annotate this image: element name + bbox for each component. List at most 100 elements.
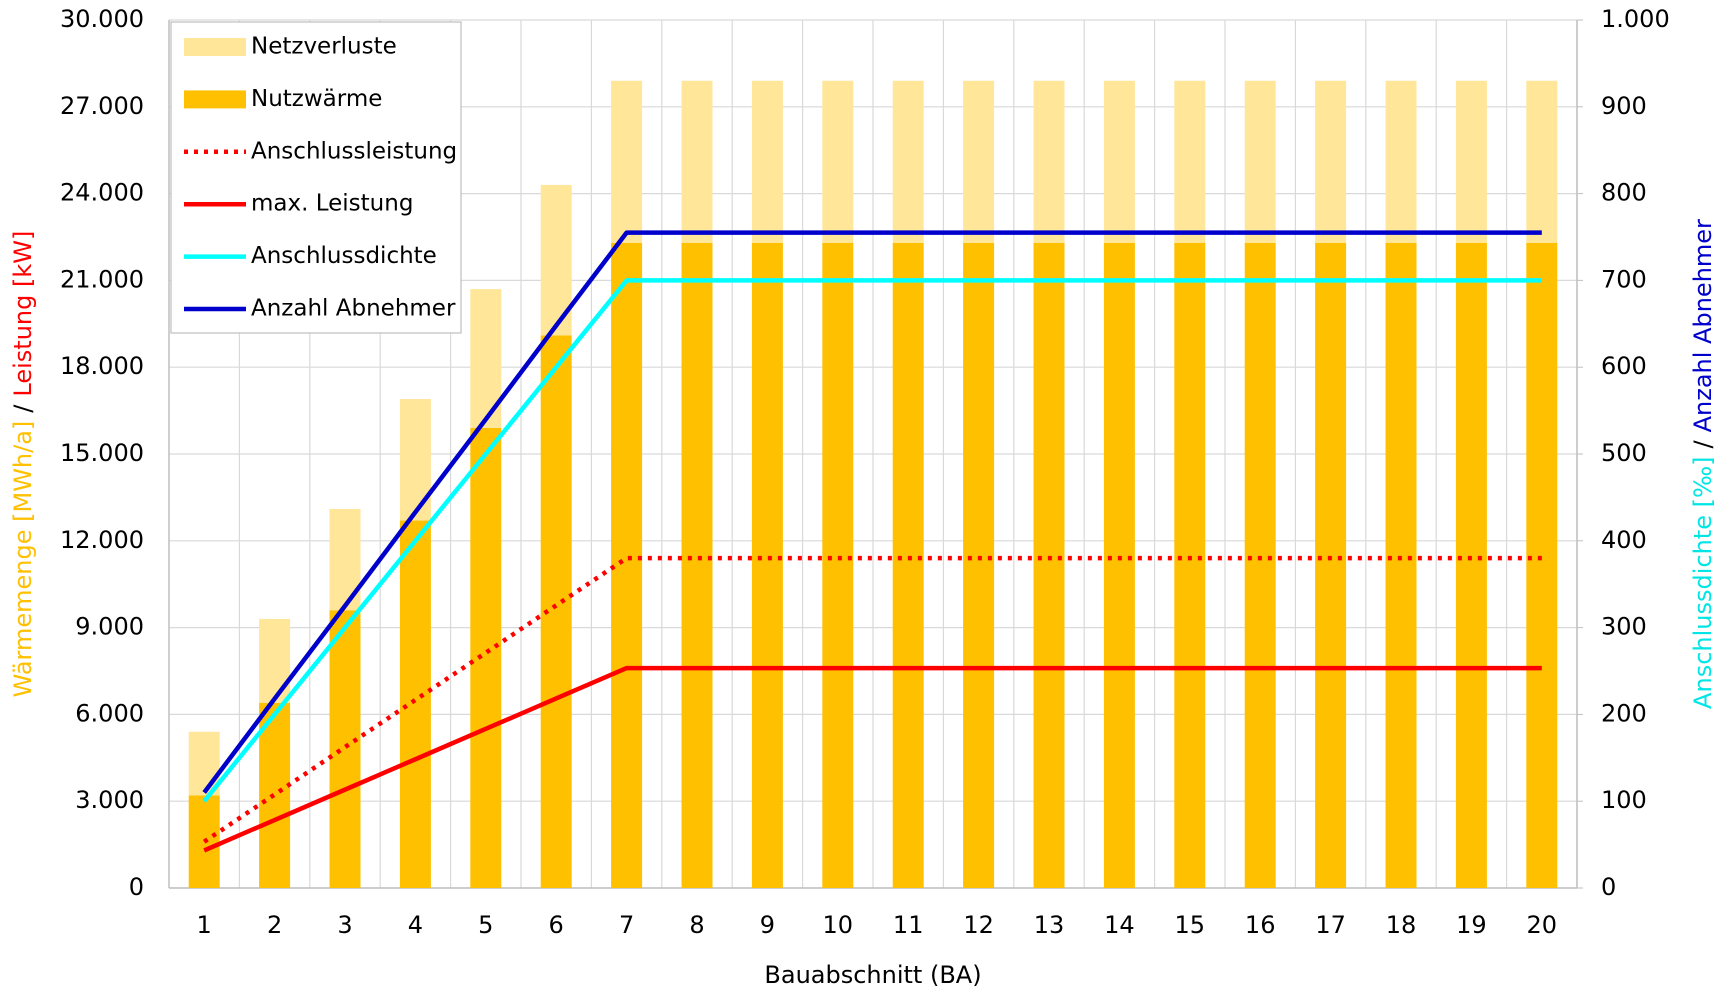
bar: [470, 427, 502, 888]
x-tick-label: 5: [478, 911, 493, 939]
x-tick-label: 1: [197, 911, 212, 939]
bar: [611, 242, 643, 888]
x-tick-label: 6: [549, 911, 564, 939]
line-series: [202, 278, 1542, 803]
bar: [1526, 242, 1558, 888]
y-tick-label: 15.000: [60, 439, 144, 467]
bar: [1385, 242, 1417, 888]
y2-axis-label-part: Anzahl Abnehmer: [1689, 219, 1717, 432]
y-tick-label: 3.000: [75, 786, 144, 814]
bar: [1526, 80, 1558, 243]
bar: [963, 80, 995, 243]
x-tick-label: 11: [893, 911, 924, 939]
bar: [1455, 80, 1487, 243]
x-tick-label: 14: [1104, 911, 1135, 939]
x-tick-label: 9: [760, 911, 775, 939]
x-tick-label: 10: [823, 911, 854, 939]
y2-axis-label-part: /: [1689, 439, 1717, 448]
bar: [399, 520, 431, 888]
legend-label: Anschlussleistung: [251, 138, 457, 164]
y2-tick-label: 100: [1601, 786, 1647, 814]
bar: [1455, 242, 1487, 888]
bar: [963, 242, 995, 888]
y2-tick-label: 800: [1601, 179, 1647, 207]
y2-tick-label: 500: [1601, 439, 1647, 467]
bar: [1174, 80, 1206, 243]
y2-tick-label: 900: [1601, 92, 1647, 120]
bar: [188, 731, 220, 796]
y2-tick-label: 1.000: [1601, 5, 1670, 33]
bar: [892, 80, 924, 243]
x-tick-label: 16: [1245, 911, 1276, 939]
bar: [1033, 80, 1065, 243]
x-tick-label: 3: [337, 911, 352, 939]
bar: [681, 242, 713, 888]
y-tick-label: 21.000: [60, 265, 144, 293]
y2-tick-label: 0: [1601, 873, 1616, 901]
y-tick-label: 30.000: [60, 5, 144, 33]
y2-axis-label: Anschlussdichte [‰] / Anzahl Abnehmer: [1689, 219, 1717, 709]
y-tick-label: 9.000: [75, 613, 144, 641]
bar: [1103, 242, 1135, 888]
bar: [892, 242, 924, 888]
y2-tick-label: 600: [1601, 352, 1647, 380]
y2-tick-label: 400: [1601, 526, 1647, 554]
y-tick-label: 0: [129, 873, 144, 901]
y-tick-label: 18.000: [60, 352, 144, 380]
x-tick-label: 17: [1315, 911, 1346, 939]
bar: [1385, 80, 1417, 243]
x-axis-label: Bauabschnitt (BA): [764, 961, 981, 989]
bar: [1315, 80, 1347, 243]
y-tick-label: 24.000: [60, 179, 144, 207]
bar: [1033, 242, 1065, 888]
bar: [1174, 242, 1206, 888]
bar: [259, 702, 291, 888]
y-axis-label-part: /: [9, 404, 37, 413]
y2-axis-label-part: Anschlussdichte [‰]: [1689, 456, 1717, 708]
bar: [681, 80, 713, 243]
x-tick-label: 7: [619, 911, 634, 939]
bar: [822, 80, 854, 243]
x-tick-label: 19: [1456, 911, 1487, 939]
legend-label: max. Leistung: [251, 191, 413, 217]
y-tick-label: 12.000: [60, 526, 144, 554]
bar: [259, 618, 291, 703]
legend-swatch: [184, 38, 246, 56]
x-tick-label: 13: [1034, 911, 1065, 939]
y-axis-label-part: Wärmemenge [MWh/a]: [9, 421, 37, 698]
legend-swatch: [184, 90, 246, 109]
bar: [329, 610, 361, 888]
x-tick-label: 15: [1175, 911, 1206, 939]
x-tick-label: 8: [689, 911, 704, 939]
legend-label: Netzverluste: [251, 34, 397, 60]
x-tick-label: 18: [1386, 911, 1417, 939]
line-series: [202, 555, 1542, 844]
x-tick-label: 2: [267, 911, 282, 939]
legend-label: Nutzwärme: [251, 86, 382, 112]
bar: [611, 80, 643, 243]
legend-label: Anzahl Abnehmer: [251, 296, 456, 322]
x-tick-label: 4: [408, 911, 423, 939]
y-tick-label: 27.000: [60, 92, 144, 120]
bar: [1244, 80, 1276, 243]
y2-tick-label: 200: [1601, 699, 1647, 727]
y2-tick-label: 700: [1601, 265, 1647, 293]
y2-tick-label: 300: [1601, 613, 1647, 641]
x-tick-label: 12: [963, 911, 994, 939]
line-series: [203, 665, 1542, 853]
x-tick-label: 20: [1527, 911, 1558, 939]
y-axis-label-part: Leistung [kW]: [9, 231, 37, 397]
legend-box: [170, 21, 462, 334]
legend-label: Anschlussdichte: [251, 243, 437, 269]
line-series: [202, 230, 1542, 794]
bar: [399, 399, 431, 521]
bar: [1315, 242, 1347, 888]
bar: [1244, 242, 1276, 888]
bar: [1103, 80, 1135, 243]
bar: [751, 80, 783, 243]
y-axis-label: Wärmemenge [MWh/a] / Leistung [kW]: [9, 231, 37, 698]
bar: [822, 242, 854, 888]
y-tick-label: 6.000: [75, 699, 144, 727]
bar: [751, 242, 783, 888]
